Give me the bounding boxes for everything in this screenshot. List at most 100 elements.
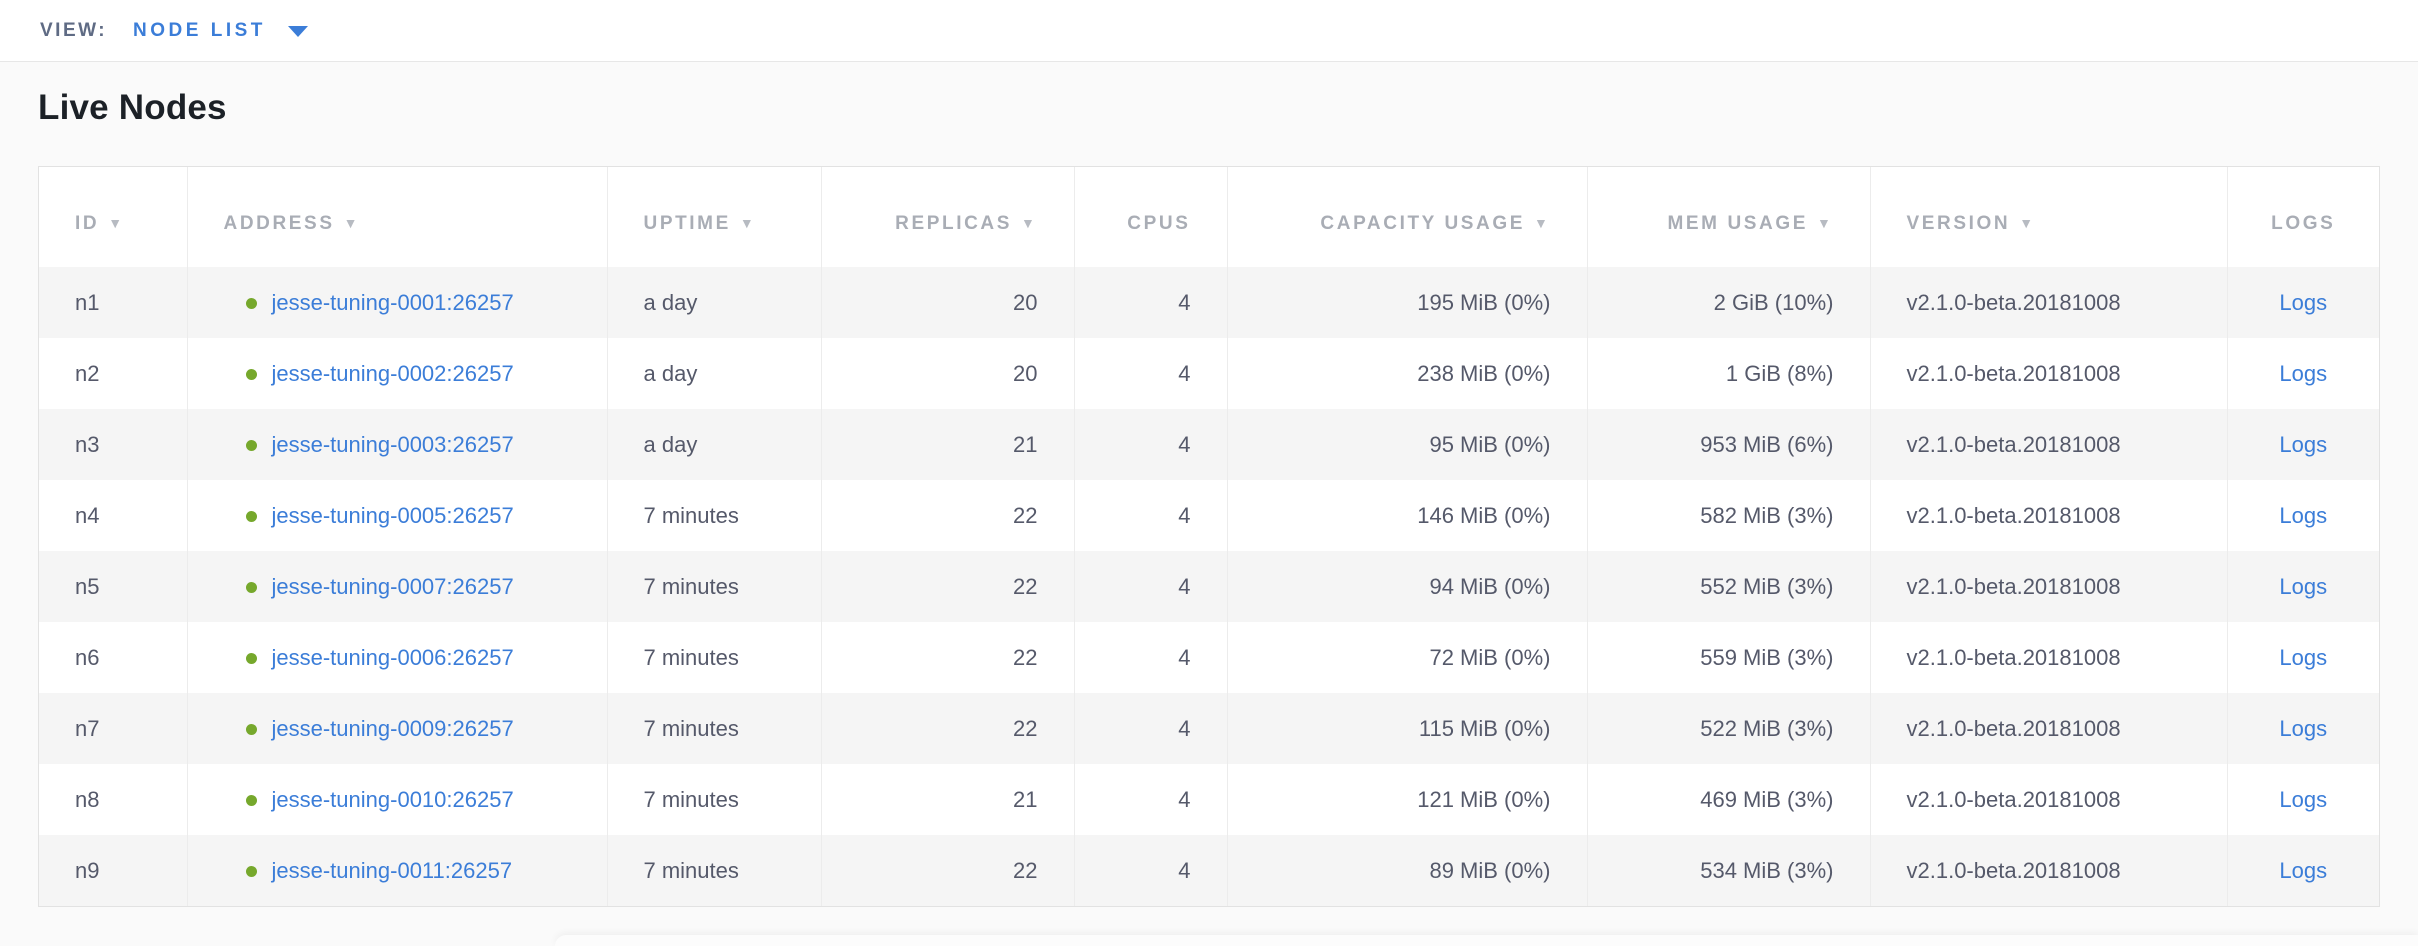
column-header-address[interactable]: ADDRESS ▼ bbox=[186, 167, 607, 267]
node-live-status-icon bbox=[245, 582, 257, 594]
mem-cell: 953 MiB (6%) bbox=[1586, 409, 1870, 480]
column-label: REPLICAS bbox=[895, 213, 1013, 234]
uptime-cell: 7 minutes bbox=[606, 835, 821, 906]
logs-cell: Logs bbox=[2226, 338, 2379, 409]
replicas-cell: 21 bbox=[820, 764, 1074, 835]
node-live-status-icon bbox=[245, 440, 257, 452]
column-label: CAPACITY USAGE bbox=[1320, 213, 1526, 234]
node-address-cell: jesse-tuning-0005:26257 bbox=[186, 480, 607, 551]
version-cell: v2.1.0-beta.20181008 bbox=[1869, 551, 2227, 622]
column-header-cpus: CPUS bbox=[1073, 167, 1227, 267]
logs-link[interactable]: Logs bbox=[2279, 857, 2328, 883]
node-address-link[interactable]: jesse-tuning-0010:26257 bbox=[271, 786, 514, 812]
column-header-uptime[interactable]: UPTIME ▼ bbox=[606, 167, 821, 267]
replicas-cell: 22 bbox=[820, 835, 1074, 906]
node-address-cell: jesse-tuning-0002:26257 bbox=[186, 338, 607, 409]
column-header-replicas[interactable]: REPLICAS ▼ bbox=[820, 167, 1074, 267]
uptime-cell: 7 minutes bbox=[606, 764, 821, 835]
replicas-cell: 21 bbox=[820, 409, 1074, 480]
node-live-status-icon bbox=[245, 795, 257, 807]
id-cell: n5 bbox=[39, 551, 187, 622]
node-address-cell: jesse-tuning-0009:26257 bbox=[186, 693, 607, 764]
node-address-link[interactable]: jesse-tuning-0002:26257 bbox=[271, 360, 514, 386]
column-label: MEM USAGE bbox=[1667, 213, 1809, 234]
table-row: n2 jesse-tuning-0002:26257 a day 20 4 238 MiB… bbox=[39, 338, 2379, 409]
logs-cell: Logs bbox=[2226, 622, 2379, 693]
cpus-cell: 4 bbox=[1073, 693, 1227, 764]
capacity-cell: 94 MiB (0%) bbox=[1226, 551, 1587, 622]
replicas-cell: 22 bbox=[820, 693, 1074, 764]
column-header-id[interactable]: ID ▼ bbox=[39, 167, 187, 267]
replicas-cell: 22 bbox=[820, 551, 1074, 622]
capacity-cell: 121 MiB (0%) bbox=[1226, 764, 1587, 835]
column-label: UPTIME bbox=[643, 213, 731, 234]
cpus-cell: 4 bbox=[1073, 480, 1227, 551]
table-row: n3 jesse-tuning-0003:26257 a day 21 4 95 MiB … bbox=[39, 409, 2379, 480]
logs-link[interactable]: Logs bbox=[2279, 360, 2328, 386]
uptime-cell: a day bbox=[606, 338, 821, 409]
column-header-capacity[interactable]: CAPACITY USAGE ▼ bbox=[1226, 167, 1587, 267]
mem-cell: 559 MiB (3%) bbox=[1586, 622, 1870, 693]
mem-cell: 2 GiB (10%) bbox=[1586, 267, 1870, 338]
table-row: n5 jesse-tuning-0007:26257 7 minutes 22 4 94 … bbox=[39, 551, 2379, 622]
sort-desc-icon: ▼ bbox=[2019, 215, 2036, 231]
logs-link[interactable]: Logs bbox=[2279, 715, 2328, 741]
node-address-link[interactable]: jesse-tuning-0007:26257 bbox=[271, 573, 514, 599]
logs-link[interactable]: Logs bbox=[2279, 502, 2328, 528]
logs-link[interactable]: Logs bbox=[2279, 289, 2328, 315]
id-cell: n2 bbox=[39, 338, 187, 409]
view-selected-value: NODE LIST bbox=[133, 19, 266, 41]
node-live-status-icon bbox=[245, 866, 257, 878]
mem-cell: 552 MiB (3%) bbox=[1586, 551, 1870, 622]
logs-link[interactable]: Logs bbox=[2279, 644, 2328, 670]
node-address-cell: jesse-tuning-0003:26257 bbox=[186, 409, 607, 480]
column-label: LOGS bbox=[2271, 213, 2336, 234]
version-cell: v2.1.0-beta.20181008 bbox=[1869, 693, 2227, 764]
uptime-cell: 7 minutes bbox=[606, 480, 821, 551]
logs-link[interactable]: Logs bbox=[2279, 786, 2328, 812]
version-cell: v2.1.0-beta.20181008 bbox=[1869, 835, 2227, 906]
table-row: n4 jesse-tuning-0005:26257 7 minutes 22 4 146… bbox=[39, 480, 2379, 551]
cpus-cell: 4 bbox=[1073, 835, 1227, 906]
mem-cell: 534 MiB (3%) bbox=[1586, 835, 1870, 906]
cpus-cell: 4 bbox=[1073, 764, 1227, 835]
column-label: CPUS bbox=[1127, 213, 1191, 234]
node-live-status-icon bbox=[245, 724, 257, 736]
table-row: n6 jesse-tuning-0006:26257 7 minutes 22 4 72 … bbox=[39, 622, 2379, 693]
column-header-mem[interactable]: MEM USAGE ▼ bbox=[1586, 167, 1870, 267]
mem-cell: 1 GiB (8%) bbox=[1586, 338, 1870, 409]
mem-cell: 522 MiB (3%) bbox=[1586, 693, 1870, 764]
node-address-link[interactable]: jesse-tuning-0009:26257 bbox=[271, 715, 514, 741]
uptime-cell: 7 minutes bbox=[606, 622, 821, 693]
version-cell: v2.1.0-beta.20181008 bbox=[1869, 409, 2227, 480]
logs-cell: Logs bbox=[2226, 267, 2379, 338]
node-address-link[interactable]: jesse-tuning-0003:26257 bbox=[271, 431, 514, 457]
column-header-logs: LOGS bbox=[2226, 167, 2379, 267]
logs-cell: Logs bbox=[2226, 835, 2379, 906]
sort-desc-icon: ▼ bbox=[343, 215, 361, 231]
version-cell: v2.1.0-beta.20181008 bbox=[1869, 622, 2227, 693]
node-address-link[interactable]: jesse-tuning-0001:26257 bbox=[271, 289, 514, 315]
node-address-link[interactable]: jesse-tuning-0011:26257 bbox=[271, 857, 513, 883]
uptime-cell: a day bbox=[606, 409, 821, 480]
id-cell: n7 bbox=[39, 693, 187, 764]
id-cell: n6 bbox=[39, 622, 187, 693]
version-cell: v2.1.0-beta.20181008 bbox=[1869, 764, 2227, 835]
column-label: VERSION bbox=[1906, 213, 2011, 234]
id-cell: n1 bbox=[39, 267, 187, 338]
node-address-cell: jesse-tuning-0010:26257 bbox=[186, 764, 607, 835]
table-row: n8 jesse-tuning-0010:26257 7 minutes 21 4 121… bbox=[39, 764, 2379, 835]
node-live-status-icon bbox=[245, 511, 257, 523]
bottom-sheet-edge bbox=[555, 935, 2418, 946]
replicas-cell: 22 bbox=[820, 622, 1074, 693]
logs-link[interactable]: Logs bbox=[2279, 431, 2328, 457]
view-selector[interactable]: NODE LIST bbox=[133, 20, 308, 42]
column-header-version[interactable]: VERSION ▼ bbox=[1869, 167, 2227, 267]
capacity-cell: 115 MiB (0%) bbox=[1226, 693, 1587, 764]
node-address-link[interactable]: jesse-tuning-0006:26257 bbox=[271, 644, 514, 670]
node-address-link[interactable]: jesse-tuning-0005:26257 bbox=[271, 502, 514, 528]
cpus-cell: 4 bbox=[1073, 551, 1227, 622]
logs-cell: Logs bbox=[2226, 480, 2379, 551]
uptime-cell: 7 minutes bbox=[606, 693, 821, 764]
logs-link[interactable]: Logs bbox=[2279, 573, 2328, 599]
